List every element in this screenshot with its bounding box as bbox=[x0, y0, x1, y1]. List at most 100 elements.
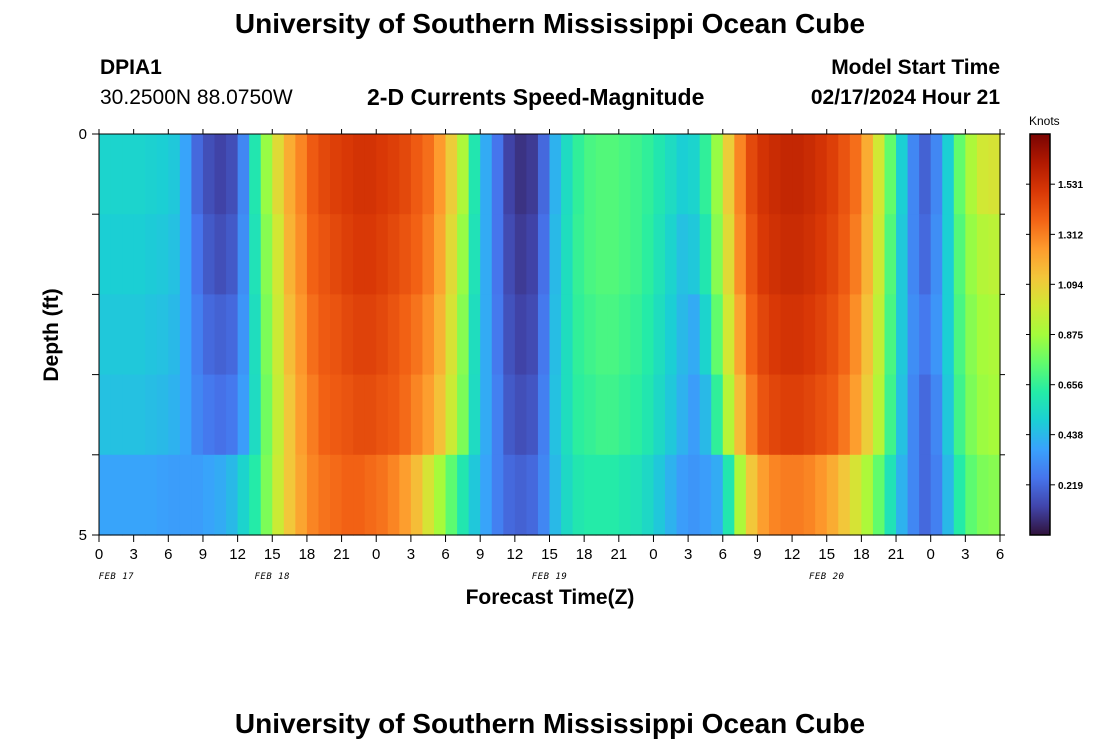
heat-cell bbox=[433, 454, 447, 536]
heat-cell bbox=[826, 454, 839, 536]
heat-cell bbox=[665, 374, 678, 456]
heat-cell bbox=[364, 374, 377, 456]
heat-cell bbox=[433, 294, 447, 376]
heat-cell bbox=[607, 454, 620, 536]
heat-cell bbox=[884, 294, 897, 376]
heat-cell bbox=[919, 374, 932, 456]
heat-cell bbox=[399, 374, 412, 456]
heat-cell bbox=[318, 214, 331, 295]
heat-cell bbox=[607, 294, 620, 376]
heat-cell bbox=[295, 374, 308, 456]
heat-cell bbox=[942, 294, 955, 376]
heat-cell bbox=[237, 214, 250, 295]
x-tick-label: 9 bbox=[753, 546, 761, 563]
day-label: FEB 19 bbox=[532, 572, 568, 582]
heat-cell bbox=[722, 454, 735, 536]
heat-cell bbox=[376, 214, 389, 295]
heat-cell bbox=[722, 134, 735, 215]
heat-cell bbox=[330, 214, 343, 295]
heat-cell bbox=[364, 294, 377, 376]
heat-cell bbox=[399, 454, 412, 536]
heat-cell bbox=[306, 294, 320, 376]
heat-cell bbox=[226, 134, 239, 215]
heat-cell bbox=[699, 134, 712, 215]
heat-cell bbox=[226, 454, 239, 536]
heat-cell bbox=[595, 294, 608, 376]
heat-cell bbox=[387, 454, 400, 536]
heat-cell bbox=[965, 294, 978, 376]
heat-cell bbox=[896, 294, 909, 376]
heat-cell bbox=[237, 134, 250, 215]
heat-cell bbox=[306, 454, 320, 536]
heat-cell bbox=[722, 214, 735, 295]
colorbar-tick-label: 0.438 bbox=[1058, 431, 1083, 442]
heat-cell bbox=[168, 454, 181, 536]
heat-cell bbox=[526, 134, 539, 215]
heat-cell bbox=[942, 374, 955, 456]
heat-cell bbox=[156, 134, 169, 215]
heat-cell bbox=[607, 214, 620, 295]
heat-cell bbox=[861, 454, 874, 536]
heat-cell bbox=[803, 214, 816, 295]
heat-cell bbox=[179, 214, 193, 295]
heat-cell bbox=[815, 294, 828, 376]
heat-cell bbox=[561, 294, 574, 376]
heat-cell bbox=[457, 374, 470, 456]
heat-cell bbox=[641, 134, 655, 215]
heat-cell bbox=[792, 134, 805, 215]
heat-cell bbox=[618, 214, 631, 295]
heat-cell bbox=[537, 134, 551, 215]
heat-cell bbox=[214, 294, 227, 376]
heat-cell bbox=[410, 214, 424, 295]
heat-cell bbox=[445, 454, 458, 536]
heat-cell bbox=[237, 294, 250, 376]
x-tick-label: 3 bbox=[129, 546, 137, 563]
heat-cell bbox=[815, 214, 828, 295]
heat-cell bbox=[965, 214, 978, 295]
heat-cell bbox=[872, 294, 886, 376]
heat-cell bbox=[99, 374, 112, 456]
heat-cell bbox=[202, 214, 216, 295]
heat-cell bbox=[249, 214, 262, 295]
heat-cell bbox=[364, 214, 377, 295]
heat-cell bbox=[919, 454, 932, 536]
heat-cell bbox=[953, 134, 966, 215]
heat-cell bbox=[861, 214, 874, 295]
x-tick-label: 3 bbox=[407, 546, 415, 563]
heat-cell bbox=[99, 454, 112, 536]
heat-cell bbox=[202, 454, 216, 536]
heat-cell bbox=[457, 454, 470, 536]
heat-cell bbox=[283, 454, 296, 536]
heat-cell bbox=[641, 454, 655, 536]
heat-cell bbox=[145, 454, 158, 536]
heat-cell bbox=[353, 454, 366, 536]
heat-cell bbox=[156, 454, 169, 536]
heat-cell bbox=[618, 294, 631, 376]
heat-cell bbox=[514, 134, 527, 215]
heat-cell bbox=[445, 294, 458, 376]
x-tick-label: 6 bbox=[164, 546, 172, 563]
heat-cell bbox=[503, 294, 516, 376]
heat-cell bbox=[526, 294, 539, 376]
heat-cell bbox=[757, 374, 770, 456]
heat-cell bbox=[445, 214, 458, 295]
heat-cell bbox=[838, 374, 851, 456]
heat-cell bbox=[330, 134, 343, 215]
heat-cell bbox=[387, 134, 400, 215]
heat-cell bbox=[976, 374, 990, 456]
colorbar-tick-label: 1.094 bbox=[1058, 280, 1083, 291]
heat-cell bbox=[976, 294, 990, 376]
heat-cell bbox=[965, 134, 978, 215]
station-coordinates: 30.2500N 88.0750W bbox=[100, 86, 293, 109]
heat-cell bbox=[364, 134, 377, 215]
heat-cell bbox=[595, 454, 608, 536]
y-axis-title: Depth (ft) bbox=[40, 288, 63, 381]
heat-cell bbox=[965, 454, 978, 536]
heat-cell bbox=[537, 454, 551, 536]
heat-cell bbox=[376, 374, 389, 456]
heat-cell bbox=[768, 214, 782, 295]
heat-cell bbox=[272, 454, 285, 536]
heat-cell bbox=[410, 294, 424, 376]
heat-cell bbox=[145, 294, 158, 376]
heat-cell bbox=[491, 454, 504, 536]
